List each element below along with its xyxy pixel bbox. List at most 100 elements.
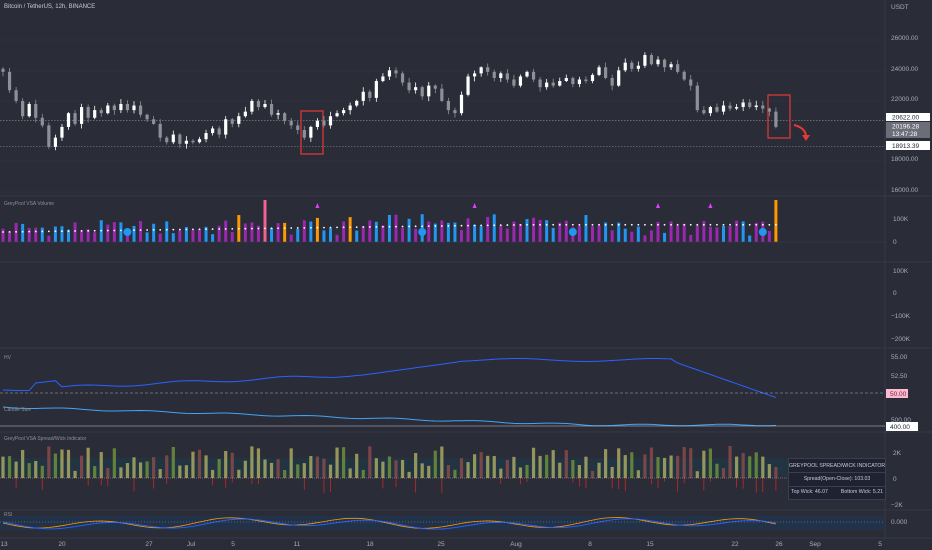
price-axis[interactable]: 26000.00 24000.00 22000.00 18000.00 1600… bbox=[891, 35, 918, 194]
hv-tick: 52.50 bbox=[891, 373, 908, 380]
spread-bar bbox=[531, 447, 536, 478]
volume-bar bbox=[741, 221, 745, 242]
candlestick-series[interactable] bbox=[1, 52, 778, 151]
spread-bar bbox=[283, 470, 287, 478]
candle-body bbox=[387, 70, 392, 77]
volume-average-dot bbox=[61, 230, 63, 233]
candle-body bbox=[21, 100, 25, 117]
time-tick: 11 bbox=[294, 541, 301, 548]
spread-bar bbox=[512, 456, 516, 478]
low-price-badge bbox=[886, 141, 930, 150]
candle-body bbox=[119, 103, 123, 111]
spread-bar bbox=[689, 448, 693, 478]
candle-body bbox=[47, 125, 51, 147]
spread-bar bbox=[407, 471, 411, 478]
volume-bar bbox=[656, 221, 660, 242]
spread-bar bbox=[381, 461, 385, 478]
spread-bar bbox=[525, 464, 529, 478]
spread-bar bbox=[728, 446, 732, 478]
spread-bar bbox=[473, 454, 477, 478]
candle-body bbox=[512, 79, 516, 86]
volume-bar bbox=[623, 228, 627, 242]
volume-bar bbox=[184, 226, 188, 242]
volume-bar bbox=[158, 233, 162, 242]
spread-bar bbox=[315, 456, 319, 478]
volume-bar bbox=[486, 216, 490, 242]
time-axis[interactable]: 13 20 27 Jul 5 11 18 25 Aug 8 15 22 26 Sep 5 bbox=[0, 541, 882, 548]
candle-body bbox=[355, 100, 359, 106]
spread-bar bbox=[545, 454, 549, 478]
candle-body bbox=[112, 105, 116, 111]
spread-bar bbox=[263, 459, 267, 478]
spread-tick: −2K bbox=[891, 502, 903, 509]
spread-bar bbox=[479, 452, 483, 478]
spread-bar bbox=[584, 456, 588, 478]
volume-average-dot bbox=[696, 223, 699, 226]
time-tick: 27 bbox=[145, 541, 153, 548]
spread-bar bbox=[184, 465, 188, 478]
volume-average-dot bbox=[270, 227, 273, 230]
spread-bar bbox=[761, 456, 765, 478]
candle-body bbox=[145, 114, 149, 120]
volume-average-dot bbox=[342, 226, 345, 229]
volume-average-dot bbox=[349, 226, 352, 229]
price-tick: 16000.00 bbox=[891, 187, 918, 194]
candle-body bbox=[191, 140, 195, 143]
spread-bar bbox=[695, 471, 699, 478]
volume-average-dot bbox=[93, 229, 96, 232]
candle-body bbox=[708, 107, 712, 114]
volume-average-dot bbox=[552, 223, 555, 226]
time-tick: Sep bbox=[809, 541, 821, 548]
volume-average-dot bbox=[427, 225, 430, 228]
volume-average-dot bbox=[54, 230, 57, 233]
spread-bar bbox=[27, 463, 31, 478]
volume-bar bbox=[283, 222, 287, 242]
time-tick: 5 bbox=[231, 541, 235, 548]
candle-body bbox=[617, 70, 621, 86]
volume-average-dot bbox=[224, 228, 227, 230]
volume-average-dot bbox=[408, 225, 410, 228]
volume-average-dot bbox=[624, 223, 627, 226]
volume-bar bbox=[440, 220, 444, 242]
volume-average-dot bbox=[702, 223, 705, 226]
spread-bar bbox=[335, 447, 339, 478]
volume-average-dot bbox=[480, 224, 483, 227]
candle-body bbox=[695, 85, 699, 111]
spread-tick: 0 bbox=[893, 476, 897, 483]
volume-average-dot bbox=[454, 224, 456, 227]
spread-tick: 2K bbox=[893, 450, 902, 457]
candle-body bbox=[381, 76, 385, 82]
price-tick: 22000.00 bbox=[891, 96, 918, 103]
volume-average-dot bbox=[159, 228, 162, 231]
volume-average-dot bbox=[133, 229, 135, 232]
spread-axis: 2K 0 −2K bbox=[891, 450, 903, 509]
volume-average-dot bbox=[198, 228, 201, 231]
symbol-title: Bitcoin / TetherUS, 12h, BINANCE bbox=[4, 4, 95, 10]
price-tick: 18000.00 bbox=[891, 156, 918, 163]
volume-average-dot bbox=[506, 224, 509, 226]
grid bbox=[0, 39, 885, 193]
volume-bar bbox=[276, 223, 280, 242]
spread-wick-bars bbox=[0, 446, 885, 493]
candle-body bbox=[774, 111, 778, 127]
volume-bar bbox=[708, 226, 712, 242]
volume-bar bbox=[368, 220, 372, 242]
volume-bar bbox=[191, 230, 195, 242]
last-price-badge bbox=[886, 113, 930, 121]
countdown-text: 13:47:28 bbox=[892, 131, 918, 138]
volume-bar bbox=[649, 230, 653, 242]
volume-average-dot bbox=[460, 224, 463, 227]
rsi-line-fast bbox=[2, 517, 776, 529]
volume-bar bbox=[525, 219, 529, 242]
volume-average-dot bbox=[100, 229, 103, 232]
spread-bar bbox=[610, 466, 614, 478]
volume-average-dot bbox=[296, 227, 299, 229]
spread-bar bbox=[125, 463, 130, 478]
volume-bars bbox=[0, 200, 885, 243]
candle-body bbox=[420, 87, 424, 97]
candle-body bbox=[649, 55, 654, 65]
spread-bar bbox=[243, 460, 247, 478]
volume-bar bbox=[414, 228, 418, 242]
